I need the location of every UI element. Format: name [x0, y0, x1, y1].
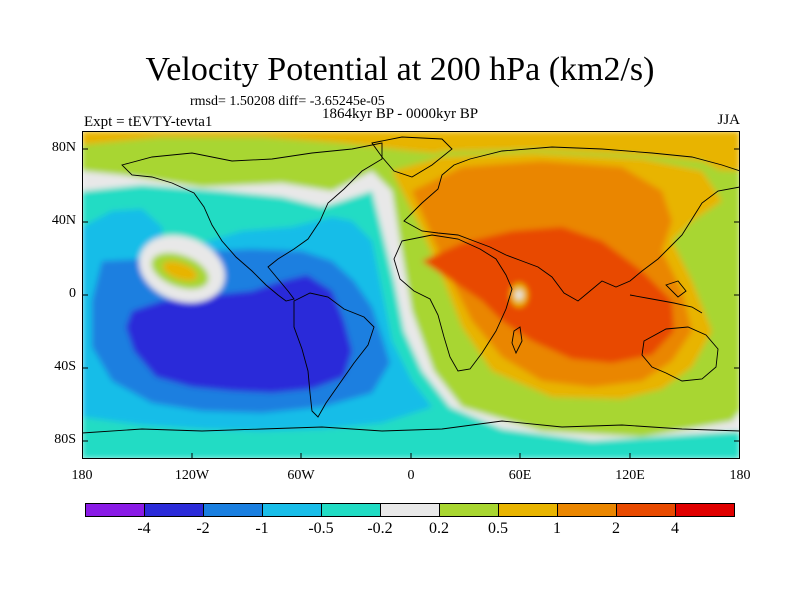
lat-label-80n: 80N [51, 140, 76, 155]
colorbar-swatch [675, 503, 735, 517]
lon-label-120e: 120E [615, 468, 645, 483]
colorbar-swatch [380, 503, 440, 517]
field-band-pos-4 [422, 227, 674, 363]
velocity-potential-map [82, 131, 740, 459]
experiment-label: Expt = tEVTY-tevta1 [84, 114, 213, 130]
colorbar-label: 4 [671, 520, 679, 537]
colorbar-swatch [85, 503, 145, 517]
coast-south-america [293, 292, 375, 418]
colorbar-swatch [557, 503, 617, 517]
lon-label-120w: 120W [174, 468, 210, 483]
lon-label-60w: 60W [287, 468, 315, 483]
lon-label-60e: 60E [508, 468, 532, 483]
colorbar-swatch [262, 503, 322, 517]
field-island-core [162, 261, 198, 281]
colorbar-swatch [321, 503, 381, 517]
colorbar-label: -0.5 [308, 520, 334, 537]
coast-eurasia [403, 146, 740, 302]
lat-label-80s: 80S [54, 432, 76, 447]
period-label: 1864kyr BP - 0000kyr BP [322, 106, 479, 122]
colorbar-label: -0.2 [367, 520, 393, 537]
coast-indonesia [629, 294, 703, 314]
coast-north-america [121, 142, 383, 302]
lon-label-180e: 180 [729, 468, 751, 483]
colorbar-label: -1 [255, 520, 269, 537]
lat-label-40n: 40N [51, 213, 76, 228]
colorbar-label: 0.5 [488, 520, 508, 537]
axis-ticks [82, 148, 740, 459]
colorbar-swatch [439, 503, 499, 517]
colorbar-label: 0.2 [429, 520, 449, 537]
lat-label-40s: 40S [54, 359, 76, 374]
lon-label-0: 0 [407, 468, 415, 483]
coast-australia [641, 326, 719, 382]
colorbar-label: -2 [196, 520, 210, 537]
field-band-neg-2 [126, 275, 352, 393]
map-panel [82, 131, 740, 459]
colorbar-swatch [144, 503, 204, 517]
colorbar-label: 2 [612, 520, 620, 537]
coast-africa [393, 234, 513, 372]
coast-madagascar [511, 326, 523, 355]
colorbar-label: -4 [137, 520, 151, 537]
season-label: JJA [717, 112, 740, 128]
field-band-05-north [82, 137, 362, 191]
lat-label-0: 0 [69, 286, 76, 301]
plot-title: Velocity Potential at 200 hPa (km2/s) [145, 51, 655, 88]
colorbar-label: 1 [553, 520, 561, 537]
coast-borneo [665, 280, 687, 298]
field-spot-zero [515, 290, 523, 300]
colorbar-swatch [616, 503, 676, 517]
stats-line: rmsd= 1.50208 diff= -3.65245e-05 [190, 94, 385, 109]
lon-label-180w: 180 [71, 468, 93, 483]
coast-antarctica [82, 420, 740, 434]
colorbar-swatch [498, 503, 558, 517]
colorbar-swatch [203, 503, 263, 517]
coastlines [82, 136, 740, 434]
coast-greenland [371, 136, 453, 178]
